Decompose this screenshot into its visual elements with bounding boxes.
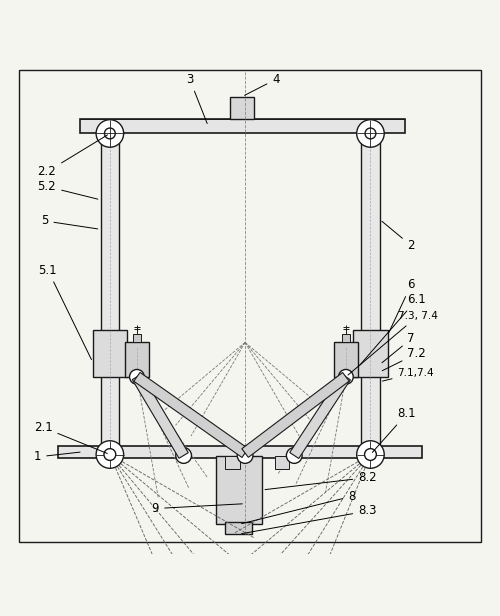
Bar <box>226 522 252 534</box>
Text: 6.1: 6.1 <box>360 293 426 365</box>
Bar <box>342 334 350 342</box>
Text: 8.3: 8.3 <box>242 505 376 533</box>
Text: 8.1: 8.1 <box>372 407 416 452</box>
Bar <box>361 134 380 445</box>
Circle shape <box>365 449 376 460</box>
Bar <box>133 334 141 342</box>
Text: 7.1,7.4: 7.1,7.4 <box>382 368 434 381</box>
Circle shape <box>104 128 116 139</box>
Circle shape <box>356 441 384 468</box>
Text: 5.2: 5.2 <box>38 180 98 199</box>
Circle shape <box>364 448 376 460</box>
Bar <box>58 445 422 458</box>
Bar <box>92 330 127 377</box>
Circle shape <box>286 448 302 463</box>
Bar <box>124 342 149 377</box>
Bar <box>216 455 262 524</box>
Bar <box>274 456 289 469</box>
Text: 8: 8 <box>242 490 356 524</box>
Circle shape <box>104 449 116 460</box>
Bar <box>230 97 254 119</box>
Polygon shape <box>290 374 350 458</box>
Text: 2.1: 2.1 <box>34 421 108 453</box>
Bar <box>334 342 358 377</box>
Text: 1: 1 <box>34 450 80 463</box>
Text: 2: 2 <box>382 221 415 252</box>
Circle shape <box>237 448 253 463</box>
Circle shape <box>176 448 192 463</box>
Text: 9: 9 <box>152 502 242 515</box>
Text: 5: 5 <box>41 214 98 229</box>
Bar <box>80 119 405 134</box>
Circle shape <box>130 370 144 384</box>
Circle shape <box>104 448 116 460</box>
Circle shape <box>96 441 124 468</box>
Text: 7: 7 <box>382 333 415 363</box>
Circle shape <box>356 120 384 147</box>
Circle shape <box>365 128 376 139</box>
Bar <box>353 330 388 377</box>
Polygon shape <box>242 373 349 457</box>
Text: 6: 6 <box>389 278 415 333</box>
Text: 7.3, 7.4: 7.3, 7.4 <box>348 311 438 375</box>
Text: 2.2: 2.2 <box>38 135 108 178</box>
Text: 7.2: 7.2 <box>382 347 426 371</box>
Bar <box>226 456 240 469</box>
Circle shape <box>338 370 353 384</box>
Bar <box>100 134 119 445</box>
Text: 5.1: 5.1 <box>38 264 92 360</box>
Polygon shape <box>132 374 188 458</box>
Text: 8.2: 8.2 <box>265 471 377 490</box>
Text: 3: 3 <box>186 73 207 123</box>
Circle shape <box>96 120 124 147</box>
Polygon shape <box>134 373 248 458</box>
Text: 4: 4 <box>244 73 280 95</box>
